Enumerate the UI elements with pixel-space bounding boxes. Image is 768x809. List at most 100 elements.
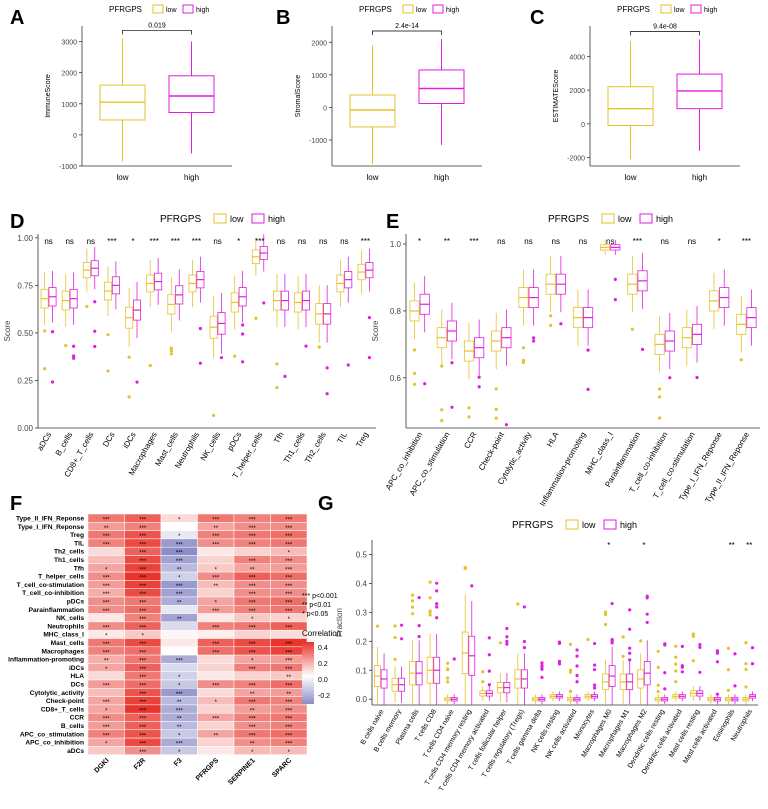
colorbar-title: Correlation [302,629,341,638]
row-label: Type_I_IFN_Reponse [18,524,85,531]
legend-swatch-high [690,4,702,14]
cell-stars: *** [139,683,147,689]
outlier-point [559,322,563,326]
cell-stars: *** [212,642,220,648]
cell-stars: *** [139,725,147,731]
outlier-point [72,344,76,348]
outlier-point [628,651,632,655]
outlier-point [592,641,597,646]
box-low [607,86,654,127]
heatmap-cell [160,629,198,639]
x-tick-label: CCR [462,430,479,450]
cell-stars: *** [103,683,111,689]
significance-label: * [237,237,240,246]
cell-stars: *** [139,692,147,698]
y-tick-label: 0 [581,122,585,129]
outlier-point [628,646,632,650]
cell-stars: *** [285,576,293,582]
cell-stars: *** [285,683,293,689]
outlier-point [477,375,481,379]
heatmap-cell [197,671,235,681]
cell-stars: *** [249,592,257,598]
legend-label-low: low [416,7,427,14]
legend-title: PFRGPS [359,5,392,14]
outlier-point [733,652,737,656]
outlier-point [446,676,450,680]
y-tick-label: 1000 [311,73,327,80]
heatmap-cell [160,605,198,614]
legend-label-high: high [704,7,717,14]
outlier-point [658,416,662,420]
cell-stars: *** [249,650,257,656]
y-tick-label: 2000 [61,71,77,78]
x-tick-label: low [116,173,128,182]
y-tick-label: 0 [323,105,327,112]
cell-stars: *** [139,675,147,681]
cell-stars: *** [249,609,257,615]
outlier-point [739,358,743,362]
outlier-point [325,392,329,396]
y-tick-label: 1.0 [390,240,402,249]
heatmap-cell [160,663,198,672]
outlier-point [715,660,720,664]
heatmap-cell [233,671,271,681]
significance-label: *** [469,237,478,246]
heatmap-cell [270,746,308,755]
y-tick-label: -2000 [567,156,585,163]
outlier-point [663,671,667,675]
significance-label: *** [361,237,370,246]
outlier-point [592,663,597,667]
outlier-point [487,636,491,640]
row-label: MHC_class_I [43,632,84,639]
outlier-point [446,680,450,684]
heatmap-cell [197,588,235,598]
outlier-point [656,649,660,653]
outlier-point [487,669,491,673]
legend-swatch-low [660,4,672,14]
outlier-point [733,684,737,688]
y-tick-label: 2000 [569,88,585,95]
outlier-point [470,584,474,588]
significance-label: *** [633,237,642,246]
cell-stars: * [215,567,218,573]
row-label: Neutrophils [47,623,84,630]
significance-label: *** [171,237,180,246]
outlier-point [412,371,417,376]
cell-stars: *** [249,526,257,532]
cell-stars: *** [103,650,111,656]
outlier-point [557,659,562,663]
outlier-point [106,369,110,373]
cell-stars: ** [213,584,218,590]
outlier-point [435,602,439,606]
outlier-point [487,683,491,687]
significance-label: ns [606,237,614,246]
cell-stars: ** [250,742,255,748]
outlier-point [410,612,415,616]
heatmap-cell [233,546,271,556]
cell-stars: *** [285,534,293,540]
cell-stars: ** [213,526,218,532]
cell-stars: *** [249,625,257,631]
outlier-point [219,356,224,360]
cell-stars: *** [285,650,293,656]
outlier-point [603,622,608,627]
p-value: 0.019 [148,22,166,29]
outlier-point [399,623,404,627]
x-tick-label: high [692,173,707,182]
outlier-point [50,380,55,384]
outlier-point [750,662,755,666]
legend-label-low: low [674,7,685,14]
significance-label: ns [688,237,696,246]
outlier-point [50,330,55,334]
outlier-point [744,667,748,671]
cell-stars: *** [249,542,257,548]
legend-label-high: high [446,7,459,14]
cell-stars: *** [285,708,293,714]
heatmap-cell [87,555,125,565]
outlier-point [674,680,678,684]
legend-title: PFRGPS [548,214,589,225]
cell-stars: *** [103,725,111,731]
heatmap-cell [197,746,235,755]
cell-stars: *** [103,700,111,706]
panel-f-correlation-heatmap: Type_II_IFN_Reponse *** *** * *** *** ***Type_… [8,513,341,787]
